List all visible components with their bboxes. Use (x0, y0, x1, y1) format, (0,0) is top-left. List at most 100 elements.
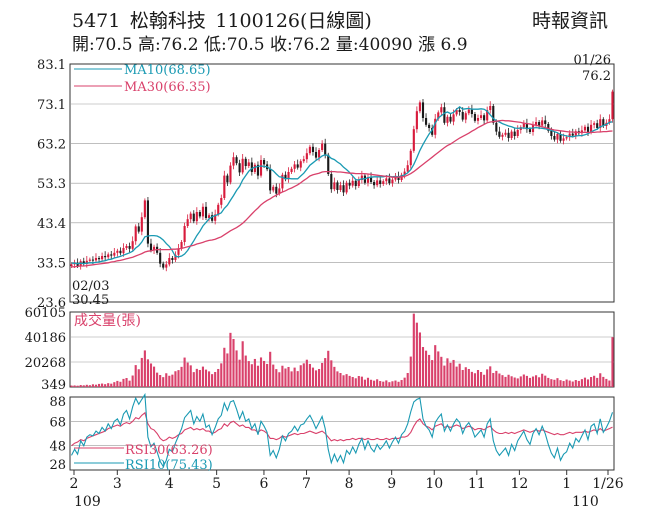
candle-body (333, 182, 336, 190)
volume-bar (354, 378, 357, 387)
price-tick-label: 53.3 (37, 177, 66, 192)
x-tick-label: 12 (510, 476, 528, 492)
volume-bar (458, 363, 461, 387)
candle-body (522, 123, 525, 128)
x-tick-label: 11 (468, 476, 486, 492)
candle-body (437, 112, 440, 119)
candle-body (314, 152, 318, 158)
candle-body (424, 118, 428, 125)
volume-bar (214, 372, 217, 387)
volume-bar (226, 353, 229, 387)
candle-body (446, 116, 449, 123)
candle-body (541, 120, 544, 126)
volume-bar (363, 379, 366, 387)
candle-body (287, 172, 290, 180)
volume-bar (568, 380, 571, 387)
volume-bar (519, 376, 522, 387)
candle-body (550, 130, 553, 136)
candle-body (571, 133, 574, 136)
volume-bar (510, 376, 513, 387)
volume-bar (452, 359, 455, 387)
candle-body (599, 119, 602, 128)
candle-body (590, 124, 593, 133)
volume-bar (342, 375, 345, 387)
volume-bar (76, 385, 79, 387)
volume-bar (137, 369, 140, 387)
volume-bar (204, 369, 208, 387)
x-tick-label: 7 (302, 476, 311, 492)
candle-body (553, 136, 556, 140)
candle-body (431, 128, 434, 135)
rsi-tick-label: 68 (49, 415, 66, 430)
volume-bar (504, 376, 507, 387)
volume-bar (599, 373, 602, 387)
candle-body (428, 124, 431, 128)
x-tick-label: 8 (345, 476, 354, 492)
volume-bar (211, 374, 214, 387)
volume-bar (431, 360, 434, 387)
candle-body (293, 164, 296, 169)
volume-bar (321, 362, 324, 387)
volume-bar (366, 377, 370, 387)
candle-body (327, 154, 330, 174)
candle-body (253, 164, 256, 172)
volume-bar (299, 365, 302, 387)
candle-body (311, 146, 315, 152)
volume-bar (278, 372, 281, 387)
candle-body (583, 126, 587, 131)
volume-bar (525, 375, 528, 387)
volume-bar (281, 365, 284, 387)
volume-bar (544, 375, 547, 387)
candle-body (461, 112, 464, 120)
volume-bar (580, 379, 583, 387)
volume-bar (73, 385, 76, 387)
candle-body (373, 182, 376, 186)
x-tick-label: 6 (259, 476, 268, 492)
candle-body (464, 113, 467, 120)
volume-bar (473, 373, 477, 387)
volume-bar (434, 345, 437, 387)
volume-bar (269, 351, 272, 387)
volume-bar (168, 375, 171, 387)
volume-bar (250, 364, 253, 387)
candle-body (256, 164, 260, 176)
candle-body (165, 264, 168, 268)
volume-tick-label: 349 (41, 378, 66, 393)
volume-bar (516, 378, 519, 387)
candle-body (525, 123, 528, 130)
volume-bar (547, 377, 550, 387)
price-tick-label: 63.2 (37, 138, 66, 153)
volume-bar (418, 332, 422, 387)
candle-body (137, 226, 140, 232)
volume-bar (189, 365, 192, 387)
candle-body (470, 109, 473, 114)
volume-bar (262, 360, 266, 387)
candle-body (568, 133, 571, 138)
candle-body (602, 119, 605, 126)
rsi-tick-label: 28 (49, 458, 66, 473)
candle-body (171, 258, 174, 260)
candle-body (101, 256, 104, 260)
volume-bar (550, 379, 553, 387)
candle-body (189, 213, 192, 220)
candle-body (391, 179, 394, 184)
candle-body (345, 182, 348, 193)
candle-body (85, 260, 88, 264)
candle-body (388, 178, 391, 184)
candle-body (284, 174, 287, 180)
volume-bar (583, 377, 587, 387)
candle-body (369, 177, 373, 182)
candle-body (376, 180, 379, 186)
volume-bar (174, 371, 177, 387)
candle-body (547, 124, 550, 131)
candle-body (507, 132, 510, 138)
candle-body (440, 107, 443, 113)
volume-bar (461, 369, 464, 387)
candle-body (70, 264, 73, 266)
candle-body (504, 132, 507, 135)
candle-body (128, 246, 131, 249)
volume-bar (400, 380, 403, 387)
price-tick-label: 33.5 (37, 256, 66, 271)
volume-bar (192, 372, 195, 387)
volume-bar (149, 363, 153, 387)
